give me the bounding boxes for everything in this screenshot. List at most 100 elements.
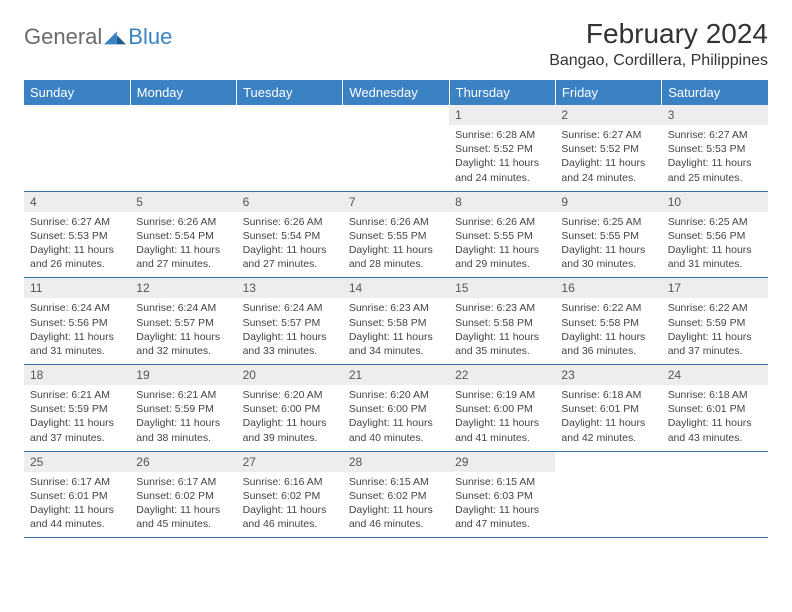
- content-row: Sunrise: 6:24 AMSunset: 5:56 PMDaylight:…: [24, 298, 768, 364]
- sunrise-text: Sunrise: 6:15 AM: [455, 475, 549, 489]
- daylight-text: Daylight: 11 hours and 35 minutes.: [455, 330, 549, 358]
- sunset-text: Sunset: 5:52 PM: [561, 142, 655, 156]
- sunset-text: Sunset: 5:53 PM: [30, 229, 124, 243]
- calendar-table: Sunday Monday Tuesday Wednesday Thursday…: [24, 80, 768, 538]
- sunrise-text: Sunrise: 6:24 AM: [136, 301, 230, 315]
- daylight-text: Daylight: 11 hours and 24 minutes.: [455, 156, 549, 184]
- daylight-text: Daylight: 11 hours and 44 minutes.: [30, 503, 124, 531]
- location-text: Bangao, Cordillera, Philippines: [549, 52, 768, 70]
- day-content-cell: Sunrise: 6:21 AMSunset: 5:59 PMDaylight:…: [130, 385, 236, 451]
- sunset-text: Sunset: 6:02 PM: [243, 489, 337, 503]
- daylight-text: Daylight: 11 hours and 45 minutes.: [136, 503, 230, 531]
- content-row: Sunrise: 6:17 AMSunset: 6:01 PMDaylight:…: [24, 472, 768, 538]
- daylight-text: Daylight: 11 hours and 31 minutes.: [668, 243, 762, 271]
- day-number-cell: 6: [237, 191, 343, 212]
- sunset-text: Sunset: 5:59 PM: [136, 402, 230, 416]
- sunrise-text: Sunrise: 6:25 AM: [561, 215, 655, 229]
- daylight-text: Daylight: 11 hours and 29 minutes.: [455, 243, 549, 271]
- day-content-cell: Sunrise: 6:22 AMSunset: 5:58 PMDaylight:…: [555, 298, 661, 364]
- daynum-row: 45678910: [24, 191, 768, 212]
- day-number-cell: 15: [449, 278, 555, 299]
- sunset-text: Sunset: 5:54 PM: [243, 229, 337, 243]
- sunset-text: Sunset: 6:03 PM: [455, 489, 549, 503]
- day-number-cell: 20: [237, 365, 343, 386]
- sunrise-text: Sunrise: 6:25 AM: [668, 215, 762, 229]
- sunrise-text: Sunrise: 6:23 AM: [455, 301, 549, 315]
- sunrise-text: Sunrise: 6:17 AM: [136, 475, 230, 489]
- day-content-cell: [662, 472, 768, 538]
- sunset-text: Sunset: 5:57 PM: [136, 316, 230, 330]
- daylight-text: Daylight: 11 hours and 40 minutes.: [349, 416, 443, 444]
- daylight-text: Daylight: 11 hours and 42 minutes.: [561, 416, 655, 444]
- title-block: February 2024 Bangao, Cordillera, Philip…: [549, 18, 768, 70]
- month-title: February 2024: [549, 18, 768, 50]
- daylight-text: Daylight: 11 hours and 26 minutes.: [30, 243, 124, 271]
- sunset-text: Sunset: 5:55 PM: [455, 229, 549, 243]
- logo-text-general: General: [24, 24, 102, 50]
- sunrise-text: Sunrise: 6:23 AM: [349, 301, 443, 315]
- day-number-cell: 4: [24, 191, 130, 212]
- day-content-cell: Sunrise: 6:24 AMSunset: 5:56 PMDaylight:…: [24, 298, 130, 364]
- day-number-cell: 16: [555, 278, 661, 299]
- daylight-text: Daylight: 11 hours and 32 minutes.: [136, 330, 230, 358]
- weekday-header: Monday: [130, 80, 236, 105]
- sunset-text: Sunset: 6:02 PM: [349, 489, 443, 503]
- sunrise-text: Sunrise: 6:26 AM: [243, 215, 337, 229]
- daylight-text: Daylight: 11 hours and 30 minutes.: [561, 243, 655, 271]
- sunset-text: Sunset: 6:00 PM: [349, 402, 443, 416]
- daylight-text: Daylight: 11 hours and 34 minutes.: [349, 330, 443, 358]
- daylight-text: Daylight: 11 hours and 28 minutes.: [349, 243, 443, 271]
- day-content-cell: Sunrise: 6:18 AMSunset: 6:01 PMDaylight:…: [662, 385, 768, 451]
- day-content-cell: Sunrise: 6:26 AMSunset: 5:55 PMDaylight:…: [343, 212, 449, 278]
- day-content-cell: Sunrise: 6:18 AMSunset: 6:01 PMDaylight:…: [555, 385, 661, 451]
- logo-text-blue: Blue: [128, 24, 172, 50]
- day-number-cell: [237, 105, 343, 125]
- day-number-cell: [343, 105, 449, 125]
- sunrise-text: Sunrise: 6:27 AM: [561, 128, 655, 142]
- day-content-cell: Sunrise: 6:25 AMSunset: 5:56 PMDaylight:…: [662, 212, 768, 278]
- daylight-text: Daylight: 11 hours and 37 minutes.: [30, 416, 124, 444]
- daylight-text: Daylight: 11 hours and 33 minutes.: [243, 330, 337, 358]
- day-number-cell: 12: [130, 278, 236, 299]
- daylight-text: Daylight: 11 hours and 38 minutes.: [136, 416, 230, 444]
- sunrise-text: Sunrise: 6:19 AM: [455, 388, 549, 402]
- content-row: Sunrise: 6:21 AMSunset: 5:59 PMDaylight:…: [24, 385, 768, 451]
- daylight-text: Daylight: 11 hours and 27 minutes.: [243, 243, 337, 271]
- day-content-cell: [343, 125, 449, 191]
- day-content-cell: Sunrise: 6:26 AMSunset: 5:54 PMDaylight:…: [237, 212, 343, 278]
- sunset-text: Sunset: 6:01 PM: [561, 402, 655, 416]
- day-content-cell: Sunrise: 6:17 AMSunset: 6:01 PMDaylight:…: [24, 472, 130, 538]
- sunrise-text: Sunrise: 6:20 AM: [349, 388, 443, 402]
- day-content-cell: Sunrise: 6:19 AMSunset: 6:00 PMDaylight:…: [449, 385, 555, 451]
- sunset-text: Sunset: 5:53 PM: [668, 142, 762, 156]
- day-number-cell: 7: [343, 191, 449, 212]
- weekday-header-row: Sunday Monday Tuesday Wednesday Thursday…: [24, 80, 768, 105]
- sunset-text: Sunset: 5:59 PM: [668, 316, 762, 330]
- daynum-row: 123: [24, 105, 768, 125]
- logo-triangle-icon: [104, 29, 126, 45]
- weekday-header: Tuesday: [237, 80, 343, 105]
- daynum-row: 18192021222324: [24, 365, 768, 386]
- day-number-cell: 3: [662, 105, 768, 125]
- sunset-text: Sunset: 5:58 PM: [561, 316, 655, 330]
- daylight-text: Daylight: 11 hours and 25 minutes.: [668, 156, 762, 184]
- header: General Blue February 2024 Bangao, Cordi…: [24, 18, 768, 70]
- day-number-cell: 1: [449, 105, 555, 125]
- sunrise-text: Sunrise: 6:18 AM: [668, 388, 762, 402]
- sunrise-text: Sunrise: 6:24 AM: [243, 301, 337, 315]
- sunset-text: Sunset: 6:00 PM: [455, 402, 549, 416]
- day-content-cell: Sunrise: 6:16 AMSunset: 6:02 PMDaylight:…: [237, 472, 343, 538]
- day-number-cell: 2: [555, 105, 661, 125]
- day-content-cell: Sunrise: 6:28 AMSunset: 5:52 PMDaylight:…: [449, 125, 555, 191]
- day-number-cell: 11: [24, 278, 130, 299]
- sunrise-text: Sunrise: 6:22 AM: [668, 301, 762, 315]
- day-number-cell: 25: [24, 451, 130, 472]
- sunset-text: Sunset: 5:59 PM: [30, 402, 124, 416]
- daylight-text: Daylight: 11 hours and 27 minutes.: [136, 243, 230, 271]
- day-number-cell: [662, 451, 768, 472]
- day-content-cell: Sunrise: 6:25 AMSunset: 5:55 PMDaylight:…: [555, 212, 661, 278]
- day-content-cell: [237, 125, 343, 191]
- day-number-cell: 5: [130, 191, 236, 212]
- sunset-text: Sunset: 5:55 PM: [561, 229, 655, 243]
- weekday-header: Wednesday: [343, 80, 449, 105]
